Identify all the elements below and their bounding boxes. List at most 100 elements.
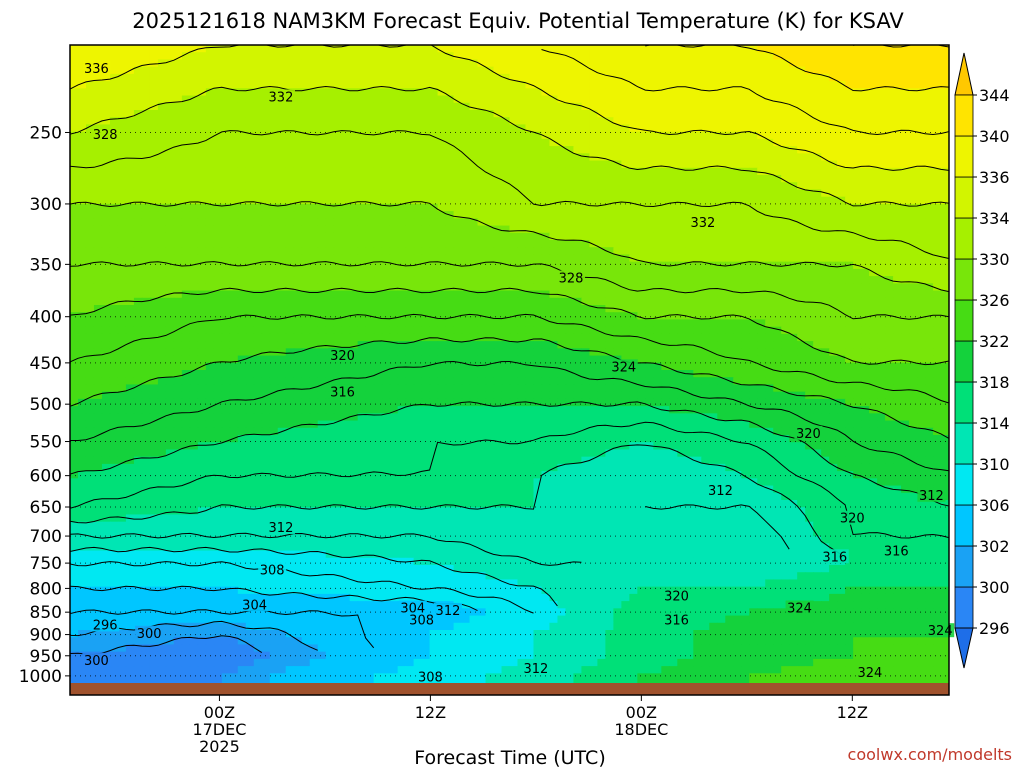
field-cell <box>853 333 862 342</box>
field-cell <box>709 341 718 349</box>
field-cell <box>893 290 902 299</box>
field-cell <box>469 124 479 133</box>
field-cell <box>485 110 495 118</box>
field-cell <box>461 333 471 342</box>
field-cell <box>269 232 279 241</box>
field-cell <box>581 333 591 342</box>
field-cell <box>317 319 327 328</box>
field-cell <box>277 102 287 111</box>
field-cell <box>477 138 487 147</box>
field-cell <box>285 276 295 284</box>
field-cell <box>861 102 870 111</box>
field-cell <box>909 110 918 118</box>
field-cell <box>621 110 630 118</box>
field-cell <box>293 182 303 191</box>
field-cell <box>669 312 678 321</box>
field-cell <box>789 138 798 147</box>
field-cell <box>869 333 878 342</box>
field-cell <box>917 146 926 154</box>
field-cell <box>117 59 127 68</box>
field-cell <box>165 138 175 147</box>
field-cell <box>621 73 630 82</box>
field-cell <box>693 124 702 133</box>
field-cell <box>205 88 215 97</box>
field-cell <box>285 362 295 371</box>
field-cell <box>277 110 287 118</box>
field-cell <box>373 305 383 313</box>
field-cell <box>421 182 431 191</box>
field-cell <box>157 355 167 364</box>
field-cell <box>909 225 918 234</box>
field-cell <box>421 370 431 378</box>
field-cell <box>77 326 87 335</box>
field-cell <box>485 203 495 212</box>
field-cell <box>605 110 614 118</box>
field-cell <box>157 283 167 292</box>
field-cell <box>133 268 143 277</box>
field-cell <box>381 175 391 183</box>
field-cell <box>325 167 335 176</box>
field-cell <box>597 261 606 270</box>
field-cell <box>181 138 191 147</box>
field-cell <box>493 175 503 183</box>
field-cell <box>477 182 487 191</box>
field-cell <box>397 167 407 176</box>
field-cell <box>717 362 726 371</box>
field-cell <box>805 81 814 89</box>
field-cell <box>70 81 79 89</box>
field-cell <box>693 167 702 176</box>
field-cell <box>597 59 606 68</box>
field-cell <box>645 146 654 154</box>
field-cell <box>109 95 119 104</box>
field-cell <box>605 254 614 263</box>
field-cell <box>733 254 742 263</box>
field-cell <box>277 268 287 277</box>
field-cell <box>725 348 734 357</box>
field-cell <box>845 203 854 212</box>
field-cell <box>237 240 247 248</box>
field-cell <box>541 160 551 169</box>
field-cell <box>589 45 598 53</box>
field-cell <box>261 268 271 277</box>
field-cell <box>125 52 135 61</box>
field-cell <box>933 254 942 263</box>
field-cell <box>525 110 535 118</box>
field-cell <box>301 88 311 97</box>
field-cell <box>549 333 559 342</box>
field-cell <box>893 189 902 198</box>
field-cell <box>629 276 638 284</box>
field-cell <box>773 167 782 176</box>
field-cell <box>453 102 463 111</box>
field-cell <box>685 131 694 140</box>
field-cell <box>557 326 567 335</box>
field-cell <box>317 95 327 104</box>
field-cell <box>181 283 191 292</box>
field-cell <box>133 305 143 313</box>
field-cell <box>909 211 918 219</box>
field-cell <box>805 225 814 234</box>
field-cell <box>125 326 135 335</box>
field-cell <box>269 73 279 82</box>
field-cell <box>885 225 894 234</box>
field-cell <box>93 305 103 313</box>
field-cell <box>589 117 598 126</box>
field-cell <box>509 81 519 89</box>
field-cell <box>765 312 774 321</box>
field-cell <box>861 341 870 349</box>
field-cell <box>861 81 870 89</box>
field-cell <box>709 66 718 75</box>
field-cell <box>693 341 702 349</box>
field-cell <box>229 232 239 241</box>
field-cell <box>301 297 311 306</box>
field-cell <box>701 102 710 111</box>
field-cell <box>437 283 447 292</box>
field-cell <box>613 167 622 176</box>
field-cell <box>245 254 255 263</box>
field-cell <box>541 117 551 126</box>
field-cell <box>469 175 479 183</box>
field-cell <box>125 355 135 364</box>
field-cell <box>709 45 718 53</box>
field-cell <box>157 290 167 299</box>
field-cell <box>693 297 702 306</box>
field-cell <box>413 59 423 68</box>
